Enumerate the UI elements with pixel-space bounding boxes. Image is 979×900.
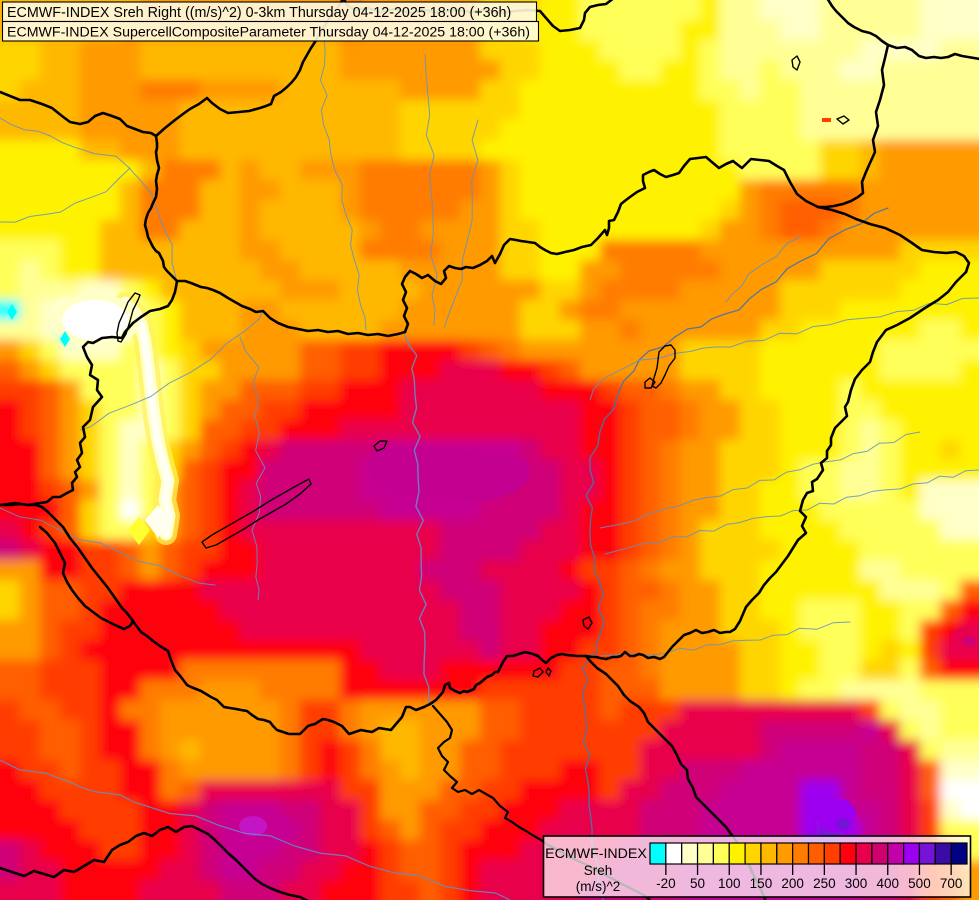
- svg-text:-20: -20: [656, 876, 676, 891]
- svg-text:400: 400: [876, 876, 899, 891]
- svg-text:300: 300: [845, 876, 868, 891]
- svg-text:Sreh: Sreh: [584, 863, 613, 878]
- svg-text:50: 50: [690, 876, 705, 891]
- svg-text:100: 100: [718, 876, 741, 891]
- svg-text:ECMWF-INDEX Sreh Right ((m/s)^: ECMWF-INDEX Sreh Right ((m/s)^2) 0-3km T…: [7, 5, 511, 21]
- svg-text:500: 500: [908, 876, 931, 891]
- svg-text:700: 700: [940, 876, 963, 891]
- svg-text:250: 250: [813, 876, 836, 891]
- svg-text:200: 200: [781, 876, 804, 891]
- svg-text:ECMWF-INDEX: ECMWF-INDEX: [545, 846, 647, 862]
- svg-text:150: 150: [750, 876, 773, 891]
- svg-text:(m/s)^2: (m/s)^2: [576, 879, 621, 894]
- svg-text:ECMWF-INDEX SupercellComposite: ECMWF-INDEX SupercellCompositeParameter …: [7, 24, 530, 40]
